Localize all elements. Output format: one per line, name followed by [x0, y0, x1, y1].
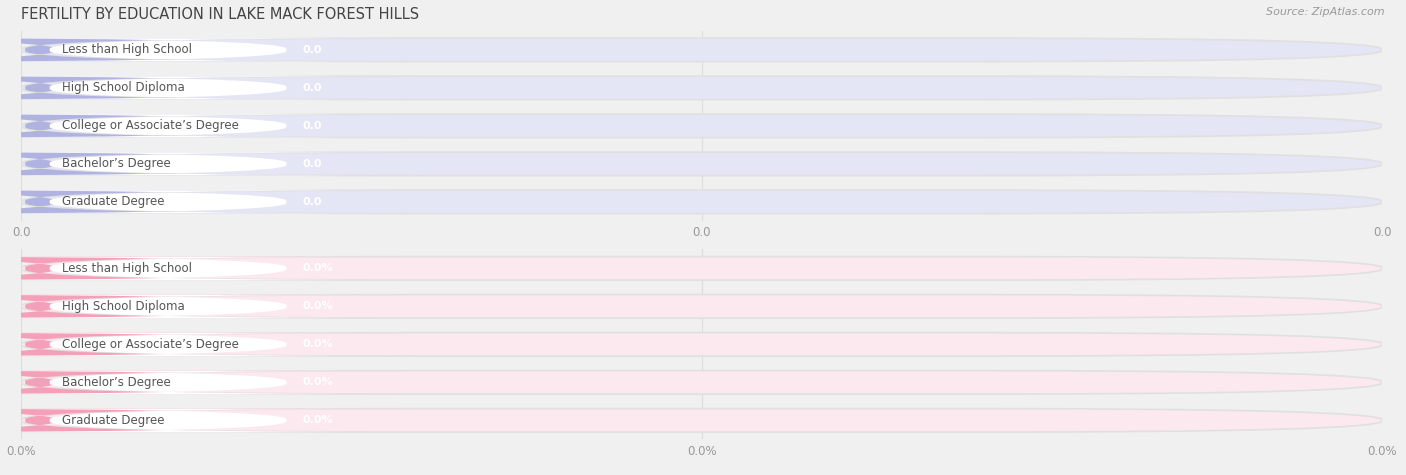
FancyBboxPatch shape	[0, 370, 430, 394]
FancyBboxPatch shape	[0, 190, 430, 214]
FancyBboxPatch shape	[21, 152, 1382, 176]
FancyBboxPatch shape	[0, 38, 406, 62]
FancyBboxPatch shape	[0, 332, 430, 356]
FancyBboxPatch shape	[21, 76, 1382, 100]
Text: College or Associate’s Degree: College or Associate’s Degree	[62, 119, 239, 133]
Text: Less than High School: Less than High School	[62, 262, 193, 275]
FancyBboxPatch shape	[0, 76, 430, 100]
Text: Bachelor’s Degree: Bachelor’s Degree	[62, 376, 170, 389]
FancyBboxPatch shape	[21, 256, 1382, 280]
FancyBboxPatch shape	[0, 294, 406, 318]
FancyBboxPatch shape	[21, 370, 1382, 394]
Text: 0.0: 0.0	[302, 83, 322, 93]
Text: 0.0%: 0.0%	[302, 377, 333, 388]
FancyBboxPatch shape	[0, 256, 406, 280]
Text: College or Associate’s Degree: College or Associate’s Degree	[62, 338, 239, 351]
FancyBboxPatch shape	[21, 114, 1382, 138]
FancyBboxPatch shape	[0, 370, 406, 394]
Text: Bachelor’s Degree: Bachelor’s Degree	[62, 157, 170, 171]
FancyBboxPatch shape	[0, 114, 406, 138]
Text: 0.0: 0.0	[302, 159, 322, 169]
Text: Less than High School: Less than High School	[62, 43, 193, 57]
Text: 0.0%: 0.0%	[302, 339, 333, 350]
Text: 0.0: 0.0	[302, 45, 322, 55]
Text: High School Diploma: High School Diploma	[62, 81, 184, 95]
Text: 0.0%: 0.0%	[302, 415, 333, 426]
FancyBboxPatch shape	[0, 114, 430, 138]
Text: Graduate Degree: Graduate Degree	[62, 195, 165, 209]
Text: FERTILITY BY EDUCATION IN LAKE MACK FOREST HILLS: FERTILITY BY EDUCATION IN LAKE MACK FORE…	[21, 7, 419, 22]
Text: Source: ZipAtlas.com: Source: ZipAtlas.com	[1267, 7, 1385, 17]
Text: High School Diploma: High School Diploma	[62, 300, 184, 313]
FancyBboxPatch shape	[21, 38, 1382, 62]
FancyBboxPatch shape	[0, 408, 406, 432]
FancyBboxPatch shape	[0, 256, 430, 280]
FancyBboxPatch shape	[0, 408, 430, 432]
FancyBboxPatch shape	[21, 190, 1382, 214]
FancyBboxPatch shape	[0, 152, 406, 176]
FancyBboxPatch shape	[21, 332, 1382, 356]
FancyBboxPatch shape	[0, 294, 430, 318]
FancyBboxPatch shape	[0, 76, 406, 100]
Text: Graduate Degree: Graduate Degree	[62, 414, 165, 427]
FancyBboxPatch shape	[0, 332, 406, 356]
FancyBboxPatch shape	[0, 38, 430, 62]
Text: 0.0: 0.0	[302, 197, 322, 207]
FancyBboxPatch shape	[0, 190, 406, 214]
Text: 0.0: 0.0	[302, 121, 322, 131]
FancyBboxPatch shape	[21, 408, 1382, 432]
FancyBboxPatch shape	[0, 152, 430, 176]
Text: 0.0%: 0.0%	[302, 263, 333, 274]
Text: 0.0%: 0.0%	[302, 301, 333, 312]
FancyBboxPatch shape	[21, 294, 1382, 318]
